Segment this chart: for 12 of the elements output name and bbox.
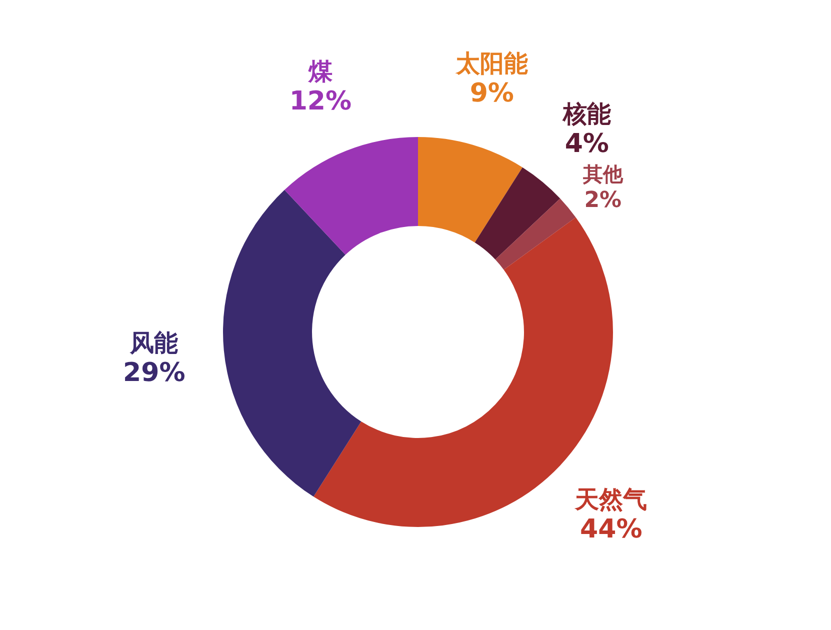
data-label: 12% [289,86,352,117]
data-label: 9% [470,78,514,109]
slice-label: 风能 [129,328,178,357]
data-label: 29% [123,358,186,388]
slice-label: 天然气 [574,485,648,514]
data-label: 2% [584,188,622,214]
data-label: 4% [564,128,609,159]
slice-label: 煤 [307,58,334,86]
data-label: 44% [580,514,642,544]
slice-label: 其他 [582,162,624,186]
slice-label: 太阳能 [454,50,528,78]
slice-label: 核能 [562,100,611,128]
